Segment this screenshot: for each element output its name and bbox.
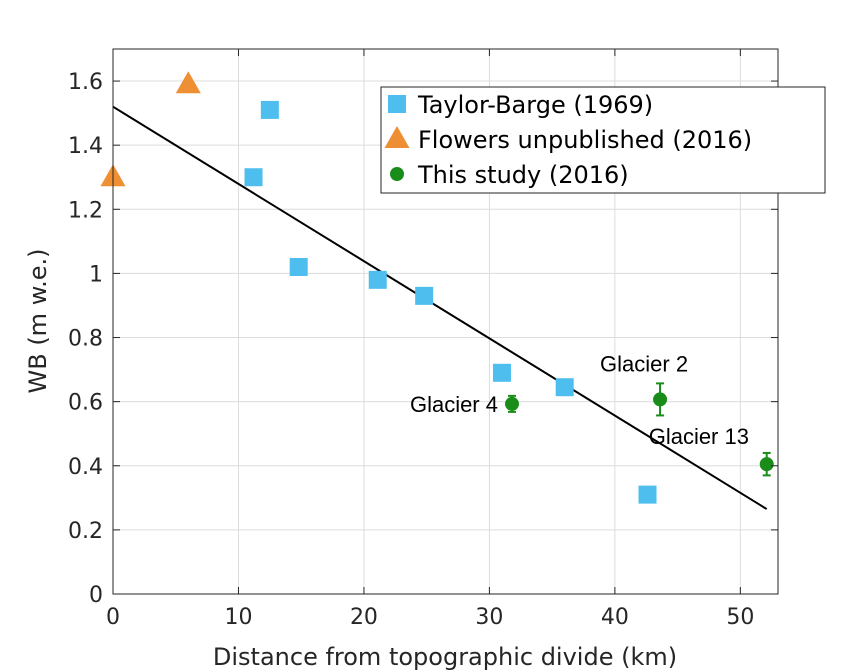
circle-point bbox=[505, 396, 519, 411]
triangle-point bbox=[175, 71, 201, 94]
legend-marker bbox=[384, 126, 410, 148]
legend-label: Taylor-Barge (1969) bbox=[417, 91, 653, 119]
y-axis-label: WB (m w.e.) bbox=[24, 248, 52, 393]
square-point bbox=[492, 363, 511, 382]
x-tick-label: 50 bbox=[726, 605, 754, 630]
y-tick-label: 1.4 bbox=[68, 134, 103, 159]
axis-ticks: 0 10 20 30 40 50 0 0.2 0.4 0.6 0.8 1 1.2 1.4 1.6 bbox=[68, 49, 778, 630]
circle-point bbox=[653, 392, 668, 407]
legend-label: This study (2016) bbox=[417, 161, 629, 189]
x-axis-label: Distance from topographic divide (km) bbox=[213, 643, 677, 671]
data-points bbox=[100, 71, 774, 504]
annotation-label: Glacier 4 bbox=[410, 392, 498, 417]
square-point bbox=[244, 168, 263, 187]
legend-marker bbox=[390, 167, 404, 181]
y-tick-label: 0 bbox=[89, 583, 103, 608]
y-tick-label: 0.6 bbox=[68, 391, 103, 416]
annotation-label: Glacier 13 bbox=[649, 424, 749, 449]
fit-line-group bbox=[112, 105, 768, 510]
y-tick-label: 0.2 bbox=[68, 519, 103, 544]
x-tick-label: 30 bbox=[475, 605, 503, 630]
legend: Taylor-Barge (1969) Flowers unpublished (… bbox=[380, 86, 826, 194]
fit-line bbox=[112, 105, 768, 510]
plot-frame bbox=[112, 48, 779, 595]
square-point bbox=[368, 270, 387, 289]
square-point bbox=[638, 485, 657, 504]
circle-point bbox=[759, 457, 774, 472]
x-tick-label: 0 bbox=[106, 605, 120, 630]
square-point bbox=[415, 286, 434, 305]
y-tick-label: 1.2 bbox=[68, 198, 103, 223]
annotations: Glacier 4 Glacier 2 Glacier 13 bbox=[410, 351, 749, 449]
y-tick-label: 0.8 bbox=[68, 327, 103, 352]
x-tick-label: 10 bbox=[224, 605, 252, 630]
square-point bbox=[260, 100, 279, 119]
legend-label: Flowers unpublished (2016) bbox=[418, 126, 752, 154]
x-tick-label: 40 bbox=[601, 605, 629, 630]
square-point bbox=[555, 378, 574, 397]
square-point bbox=[289, 258, 308, 276]
legend-box bbox=[380, 86, 826, 194]
annotation-label: Glacier 2 bbox=[600, 351, 688, 376]
y-tick-label: 1.6 bbox=[68, 70, 103, 95]
y-tick-label: 1 bbox=[89, 262, 103, 287]
x-tick-label: 20 bbox=[350, 605, 378, 630]
legend-marker bbox=[388, 95, 406, 113]
y-tick-label: 0.4 bbox=[68, 455, 103, 480]
